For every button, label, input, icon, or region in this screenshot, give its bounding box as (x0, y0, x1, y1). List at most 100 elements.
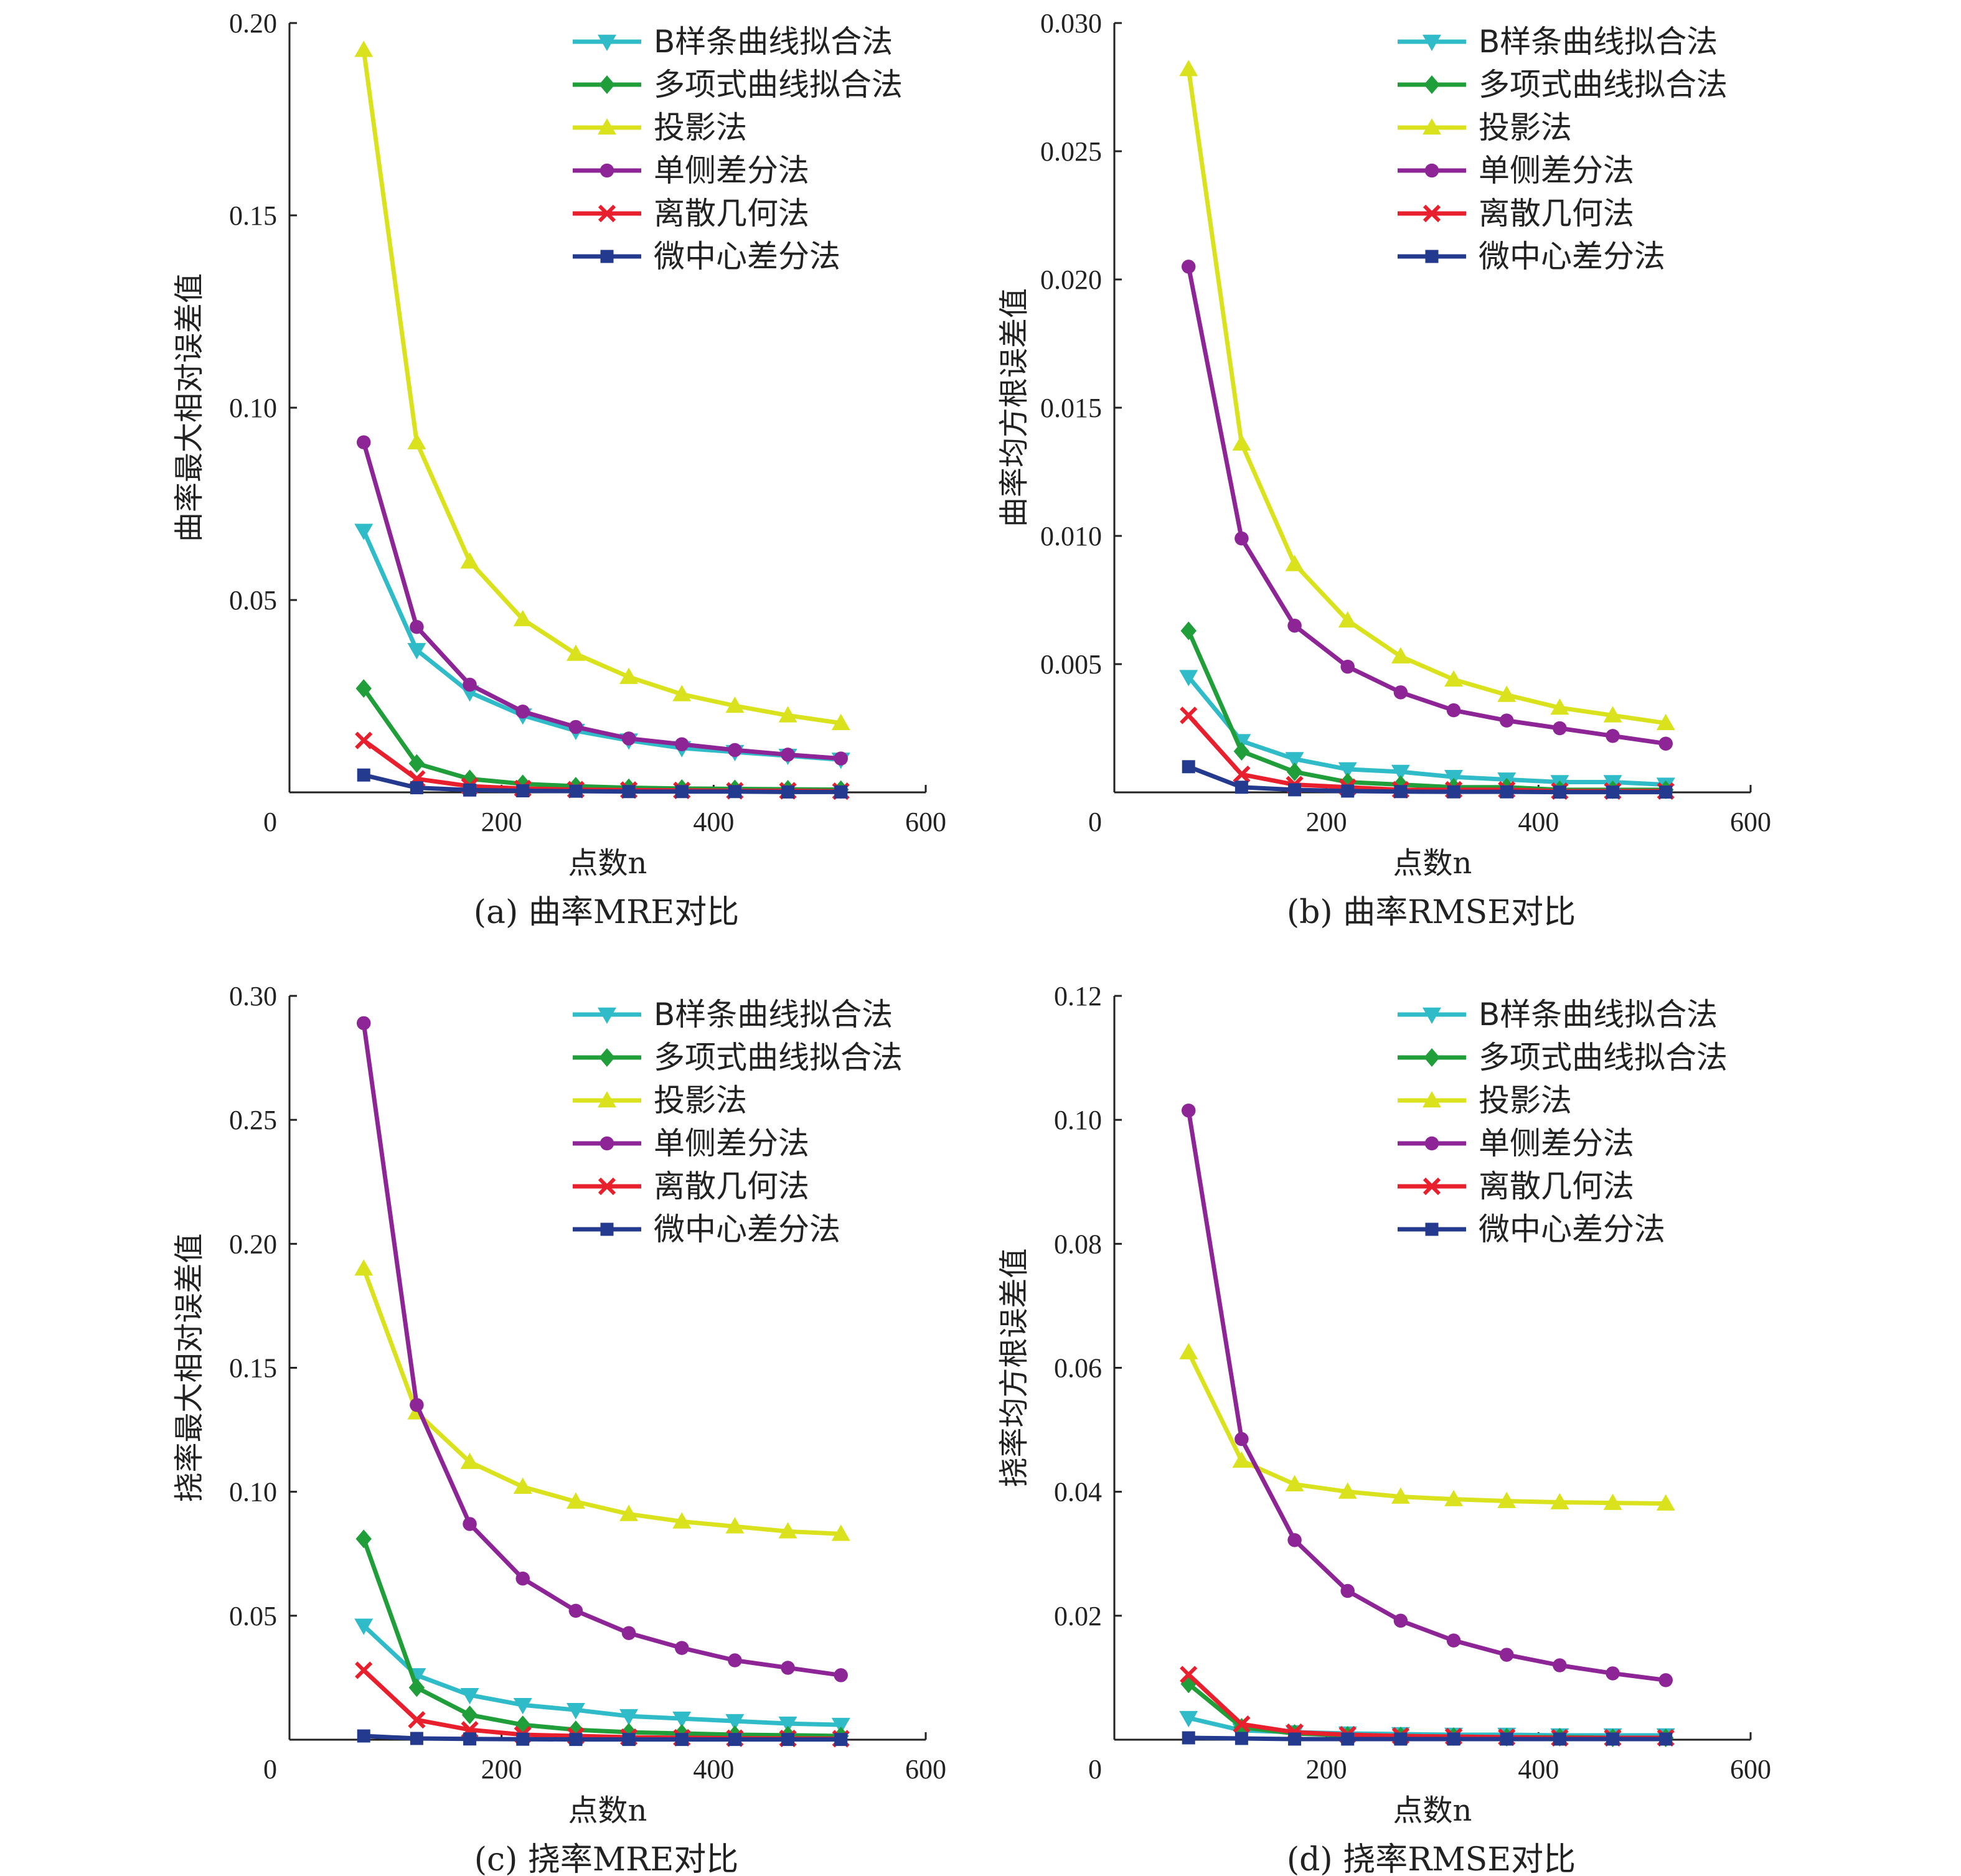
data-point (1287, 618, 1302, 633)
marker-stroke (1423, 204, 1441, 223)
data-point (674, 1641, 689, 1655)
data-point (1233, 742, 1250, 761)
data-point (834, 785, 848, 799)
data-point (778, 1522, 797, 1539)
data-point (1606, 1732, 1620, 1746)
series-circle (356, 435, 848, 766)
data-point (1179, 1343, 1198, 1359)
data-point (1285, 1475, 1304, 1491)
data-point (408, 1678, 425, 1697)
legend-marker (598, 1007, 616, 1024)
data-point (513, 1477, 532, 1494)
data-point (1446, 703, 1461, 718)
y-tick-label: 0.25 (229, 1105, 277, 1135)
legend-label: 投影法 (654, 110, 747, 146)
data-point (1391, 1487, 1410, 1504)
data-point (1288, 1732, 1302, 1746)
y-tick-label: 0.10 (1054, 1105, 1102, 1135)
data-point (1553, 786, 1566, 799)
data-point (1233, 1715, 1251, 1733)
x-tick-label: 400 (693, 807, 734, 837)
data-point (516, 1732, 530, 1746)
data-point (1391, 647, 1410, 664)
legend-label: 投影法 (1479, 1082, 1572, 1119)
legend-item: 投影法 (573, 1082, 747, 1119)
data-point (569, 784, 583, 798)
series-line (361, 47, 844, 726)
legend-label: B样条曲线拟合法 (654, 997, 893, 1033)
data-point (1180, 1666, 1198, 1684)
data-point (1232, 434, 1251, 451)
marker-stroke (355, 1661, 373, 1679)
data-point (1603, 1493, 1622, 1510)
x-axis-title: 点数n (1393, 1793, 1472, 1828)
data-point (781, 785, 795, 799)
data-point (672, 1512, 692, 1529)
data-point (622, 785, 636, 799)
y-axis-title: 挠率均方根误差值 (997, 1248, 1032, 1487)
series-line (361, 686, 844, 792)
y-tick-label: 0.010 (1040, 521, 1102, 551)
x-tick-label: 200 (1306, 807, 1347, 837)
data-point (619, 1709, 639, 1726)
data-point (410, 781, 423, 795)
data-point (831, 1524, 850, 1541)
series-triangle-up (1179, 60, 1675, 731)
data-point (568, 720, 583, 734)
series-circle (1181, 1103, 1673, 1687)
x-tick-label: 400 (1518, 807, 1559, 837)
data-point (516, 784, 530, 798)
x-axis-title: 点数n (568, 846, 647, 881)
series-square (1182, 1731, 1673, 1746)
legend-label: 多项式曲线拟合法 (1479, 1039, 1728, 1076)
series-circle (1181, 260, 1673, 751)
legend-marker (1423, 1177, 1441, 1196)
data-point (463, 783, 477, 797)
legend-label: 离散几何法 (1479, 1168, 1634, 1204)
series-square (357, 1729, 848, 1747)
panel-caption: (a) 曲率MRE对比 (474, 894, 739, 931)
x-tick-label: 600 (905, 807, 946, 837)
legend-marker (598, 1177, 616, 1196)
data-point (1234, 1432, 1249, 1447)
series-line (361, 1266, 844, 1536)
data-point (1603, 706, 1622, 723)
data-point (354, 1618, 374, 1635)
series-line (1186, 1735, 1668, 1742)
legend-item: B样条曲线拟合法 (573, 24, 893, 60)
data-point (1500, 785, 1513, 799)
legend-marker (1425, 250, 1439, 263)
legend-item: 投影法 (1398, 110, 1572, 146)
y-tick-label: 0.12 (1054, 981, 1102, 1011)
data-point (1553, 1732, 1566, 1746)
y-tick-label: 0.20 (229, 8, 277, 39)
legend-label: 投影法 (1479, 110, 1572, 146)
marker-stroke (1180, 706, 1198, 725)
legend-label: 单侧差分法 (654, 152, 809, 189)
data-point (621, 1626, 636, 1640)
legend-item: 微中心差分法 (573, 1211, 840, 1247)
data-point (1179, 60, 1198, 77)
data-point (728, 1653, 742, 1667)
legend-item: B样条曲线拟合法 (573, 997, 893, 1033)
data-point (408, 1711, 426, 1729)
legend-item: 投影法 (1398, 1082, 1572, 1119)
x-tick-label: 200 (481, 1754, 522, 1785)
data-point (831, 713, 850, 731)
data-point (1446, 1633, 1461, 1648)
legend-marker (600, 163, 614, 178)
series-triangle-up (1179, 1343, 1675, 1511)
data-point (463, 1732, 477, 1746)
legend-marker (598, 204, 616, 223)
y-tick-label: 0.030 (1040, 8, 1102, 39)
data-point (675, 785, 689, 799)
marker-stroke (598, 1177, 616, 1196)
legend-marker (599, 1048, 615, 1067)
data-point (1338, 611, 1357, 628)
legend-label: 单侧差分法 (1479, 1125, 1634, 1161)
legend-marker (598, 118, 616, 135)
data-point (410, 620, 424, 634)
legend-label: 微中心差分法 (1479, 1211, 1665, 1247)
series-line (1186, 628, 1668, 792)
